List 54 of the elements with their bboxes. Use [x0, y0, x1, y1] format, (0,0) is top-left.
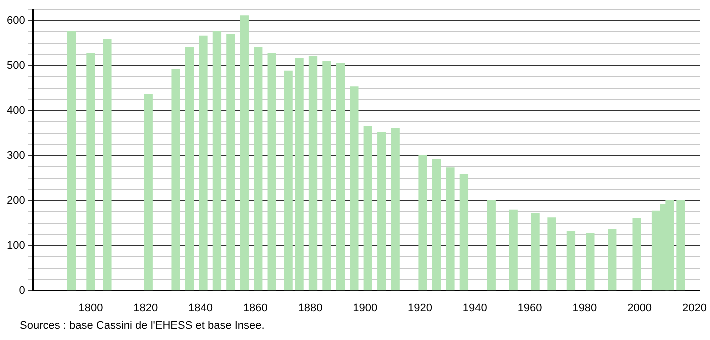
bar — [676, 200, 686, 291]
bar — [103, 38, 112, 291]
x-tick-label: 2000 — [628, 302, 652, 314]
bar — [446, 168, 455, 291]
bar — [350, 86, 359, 291]
y-tick-label: 200 — [6, 194, 26, 207]
bar — [531, 214, 540, 291]
bar — [336, 63, 346, 291]
x-tick-label: 1920 — [408, 302, 433, 314]
bar — [378, 132, 386, 291]
x-tick-label: 1940 — [462, 302, 488, 314]
bar — [566, 231, 576, 291]
bar — [268, 53, 276, 291]
bar — [172, 69, 180, 291]
x-tick-label: 1800 — [78, 302, 104, 314]
y-tick-label: 100 — [6, 240, 26, 252]
bar — [432, 160, 442, 291]
bar — [295, 58, 304, 291]
y-tick-label: 400 — [6, 104, 26, 117]
bar — [199, 36, 208, 291]
x-tick-label: 1960 — [518, 302, 542, 314]
bar — [487, 200, 496, 291]
bar — [185, 48, 194, 291]
y-tick-label: 0 — [19, 284, 26, 297]
bar — [322, 61, 332, 291]
bar — [67, 31, 76, 291]
bar — [391, 128, 400, 291]
bar — [364, 126, 372, 291]
bar — [586, 233, 595, 291]
bar — [632, 218, 642, 291]
x-tick-label: 1980 — [572, 302, 598, 314]
bar — [144, 94, 153, 291]
bar — [254, 48, 263, 291]
y-tick-label: 300 — [6, 150, 26, 162]
bar — [226, 34, 236, 291]
y-tick-label: 600 — [6, 14, 26, 27]
bar — [240, 16, 249, 291]
bar — [86, 53, 96, 291]
bar — [509, 210, 518, 291]
bar — [548, 218, 556, 291]
bar — [212, 31, 222, 291]
x-tick-label: 1900 — [353, 302, 378, 314]
x-tick-label: 1840 — [188, 302, 213, 314]
x-tick-label: 1880 — [298, 302, 323, 314]
bar — [308, 56, 318, 291]
x-tick-label: 1860 — [243, 302, 268, 314]
x-tick-label: 2020 — [682, 302, 707, 314]
bar — [608, 229, 617, 291]
source-note: Sources : base Cassini de l'EHESS et base Insee. — [20, 320, 265, 332]
bar — [284, 70, 293, 291]
bar — [460, 174, 469, 291]
x-tick-label: 1820 — [134, 302, 158, 314]
bar — [418, 155, 428, 291]
y-tick-label: 500 — [6, 60, 26, 72]
